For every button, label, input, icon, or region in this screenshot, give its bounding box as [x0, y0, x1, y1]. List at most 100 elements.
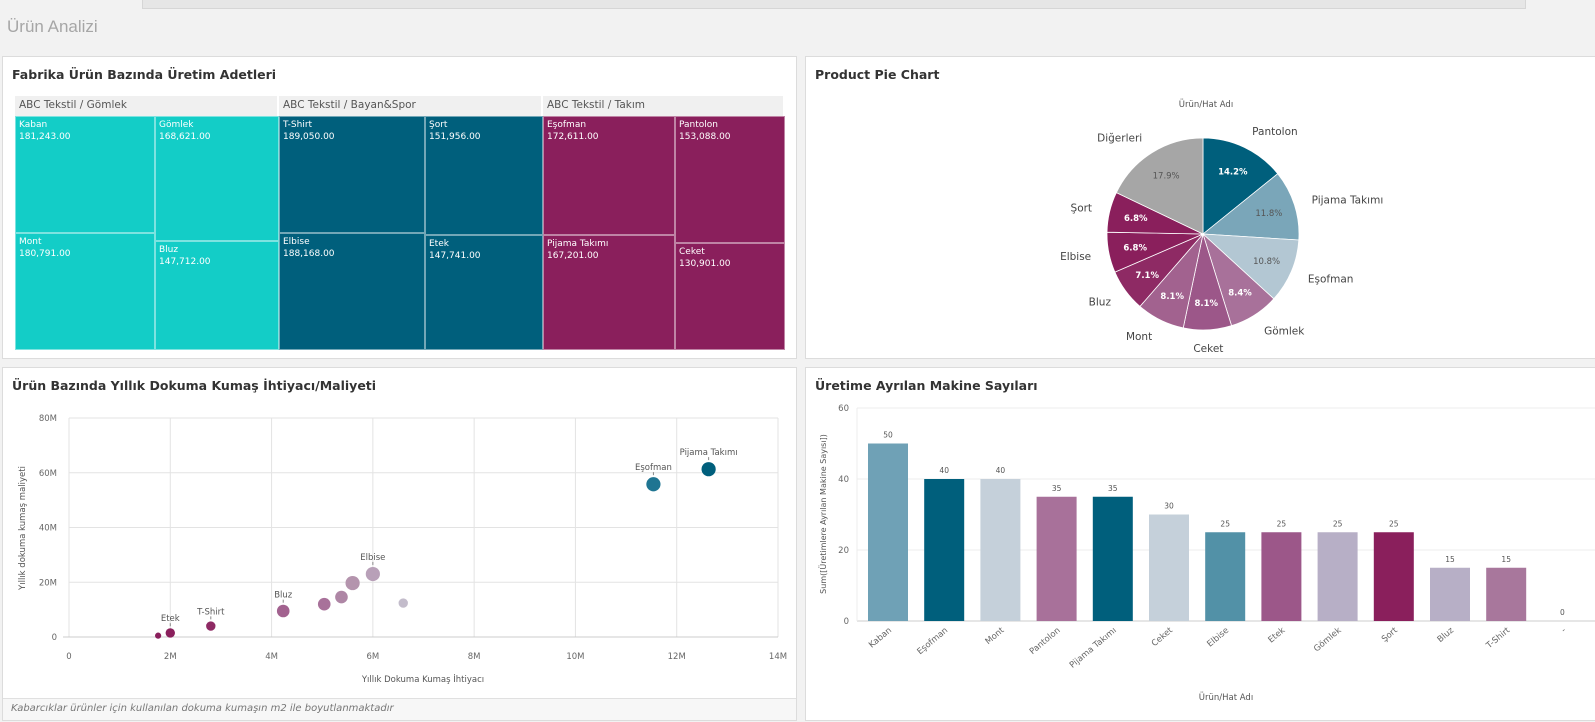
- treemap-group-header[interactable]: ABC Tekstil / Takım: [543, 96, 785, 116]
- treemap-cell-pijama-tak-m[interactable]: Pijama Takımı 167,201.00: [543, 235, 675, 350]
- scatter-y-tick: 80M: [39, 414, 57, 424]
- treemap-panel[interactable]: Fabrika Ürün Bazında Üretim Adetleri ABC…: [2, 56, 797, 359]
- bar-g-mlek[interactable]: [1317, 532, 1358, 621]
- scatter-x-tick: 6M: [366, 652, 379, 662]
- pie-slice-percent: 14.2%: [1218, 168, 1248, 178]
- scatter-y-tick: 40M: [39, 524, 57, 534]
- bar-e-ofman[interactable]: [924, 479, 965, 621]
- treemap-cell-etek[interactable]: Etek 147,741.00: [425, 235, 543, 350]
- scatter-point-pijama-tak-m[interactable]: [701, 462, 716, 477]
- bar-mont[interactable]: [980, 479, 1021, 621]
- bar-t-shirt[interactable]: [1486, 567, 1527, 621]
- bar-x-axis-label: Ürün/Hat Adı: [1199, 692, 1253, 703]
- treemap-cell-g-mlek[interactable]: Gömlek 168,621.00: [155, 116, 279, 241]
- scatter-point-unlabeled[interactable]: [345, 575, 360, 591]
- scatter-panel[interactable]: Ürün Bazında Yıllık Dokuma Kumaş İhtiyac…: [2, 367, 797, 721]
- treemap-cell-value: 147,741.00: [429, 251, 481, 261]
- treemap-cell-value: 151,956.00: [429, 132, 481, 142]
- pie-slice-label: Şort: [1071, 203, 1093, 215]
- scatter-point-elbise[interactable]: [365, 566, 380, 582]
- pie-slice-label: Diğerleri: [1097, 133, 1142, 145]
- treemap-group-header[interactable]: ABC Tekstil / Bayan&Spor: [279, 96, 543, 116]
- scatter-x-tick: 10M: [566, 652, 584, 662]
- pie-chart: Ürün/Hat Adı 14.2% Pantolon 11.8% Pijama Ta…: [1060, 99, 1384, 355]
- treemap-cell-t-shirt[interactable]: T-Shirt 189,050.00: [279, 116, 425, 233]
- sheet-title: Ürün Analizi: [7, 17, 98, 36]
- bar-panel[interactable]: Üretime Ayrılan Makine Sayıları 0 20 40 60 5…: [805, 367, 1595, 721]
- bar-category-label: Etek: [1266, 626, 1287, 646]
- scatter-point-etek[interactable]: [165, 628, 175, 638]
- pie-slice-label: Mont: [1126, 331, 1152, 343]
- treemap-cell-label: Mont: [19, 237, 42, 247]
- bar-etek[interactable]: [1261, 532, 1302, 621]
- pie-slice-percent: 8.1%: [1194, 299, 1218, 309]
- pie-slice-di-erleri[interactable]: [1115, 137, 1204, 235]
- treemap-cell-e-ofman[interactable]: Eşofman 172,611.00: [543, 116, 675, 235]
- treemap-cell-ceket[interactable]: Ceket 130,901.00: [675, 243, 785, 350]
- treemap-cell-label: T-Shirt: [283, 120, 313, 130]
- scatter-x-tick: 8M: [468, 652, 481, 662]
- treemap-cell-value: 188,168.00: [283, 249, 335, 259]
- pie-slice-label: Pijama Takımı: [1312, 194, 1384, 206]
- bar-kaban[interactable]: [868, 443, 908, 622]
- treemap-cell-value: 189,050.00: [283, 132, 335, 142]
- pie-slice-percent: 8.4%: [1228, 288, 1252, 298]
- scatter-point-unlabeled[interactable]: [398, 598, 408, 608]
- treemap-group-header[interactable]: ABC Tekstil / Gömlek: [15, 96, 279, 116]
- bar-category-label: Mont: [984, 625, 1007, 647]
- treemap-cell-bluz[interactable]: Bluz 147,712.00: [155, 241, 279, 350]
- bar-y-axis-label: Sum([Üretimlere Ayrılan Makine Sayısı]): [818, 434, 828, 594]
- scatter-point-bluz[interactable]: [276, 604, 290, 618]
- treemap-cell-label: Elbise: [283, 237, 310, 247]
- scatter-point-t-shirt[interactable]: [206, 621, 216, 631]
- treemap-cell-label: Gömlek: [159, 120, 194, 130]
- bar-pijama-tak-m[interactable]: [1092, 496, 1133, 621]
- bar-category-label: Kaban: [867, 626, 894, 651]
- bar-pantolon[interactable]: [1036, 496, 1077, 621]
- bar-value-label: 25: [1333, 519, 1343, 528]
- scatter-point-unlabeled[interactable]: [155, 632, 162, 639]
- bar-value-label: 40: [939, 466, 949, 475]
- scatter-point-label: Bluz: [274, 591, 293, 601]
- treemap-cell-value: 167,201.00: [547, 251, 599, 261]
- scatter-point-unlabeled[interactable]: [335, 590, 348, 604]
- treemap-cell-value: 153,088.00: [679, 132, 731, 142]
- scatter-point-label: T-Shirt: [196, 607, 225, 617]
- treemap-cell-mont[interactable]: Mont 180,791.00: [15, 233, 155, 350]
- bar-category-label: Gömlek: [1312, 626, 1343, 655]
- bar-category-label: Pijama Takımı: [1068, 626, 1119, 671]
- pie-slice-label: Pantolon: [1252, 126, 1298, 138]
- treemap-cell-label: Etek: [429, 239, 449, 249]
- treemap-cell-elbise[interactable]: Elbise 188,168.00: [279, 233, 425, 350]
- bar-category-label: Elbise: [1205, 626, 1231, 650]
- toolbar-tab-right[interactable]: [1525, 0, 1595, 9]
- bar-category-label: Pantolon: [1028, 626, 1063, 657]
- pie-panel[interactable]: Product Pie Chart Ürün/Hat Adı 14.2% Pant…: [805, 56, 1595, 359]
- treemap-cell-pantolon[interactable]: Pantolon 153,088.00: [675, 116, 785, 243]
- treemap-cell-ort[interactable]: Şort 151,956.00: [425, 116, 543, 235]
- bar-elbise[interactable]: [1205, 532, 1246, 621]
- scatter-x-tick: 12M: [668, 652, 686, 662]
- pie-slice-pijama-tak-m[interactable]: [1201, 173, 1300, 241]
- bar-category-label: Şort: [1380, 625, 1400, 644]
- treemap-cell-label: Pijama Takımı: [547, 239, 609, 249]
- toolbar-tab-left[interactable]: [0, 0, 143, 9]
- treemap-cell-value: 168,621.00: [159, 132, 211, 142]
- bar-bluz[interactable]: [1430, 567, 1470, 621]
- bar-value-label: 30: [1164, 502, 1174, 511]
- bar-ort[interactable]: [1373, 532, 1414, 621]
- pie-slice-pantolon[interactable]: [1202, 137, 1279, 235]
- treemap-title: Fabrika Ürün Bazında Üretim Adetleri: [12, 67, 277, 82]
- treemap-cell-kaban[interactable]: Kaban 181,243.00: [15, 116, 155, 233]
- treemap-cell-value: 172,611.00: [547, 132, 599, 142]
- scatter-point-unlabeled[interactable]: [317, 597, 331, 611]
- bar-ceket[interactable]: [1149, 514, 1189, 622]
- treemap-cell-label: Eşofman: [547, 120, 587, 130]
- scatter-point-e-ofman[interactable]: [646, 477, 661, 492]
- scatter-y-tick: 0: [52, 633, 57, 643]
- pie-slice-percent: 8.1%: [1160, 292, 1184, 302]
- scatter-y-axis-label: Yıllık dokuma kumaş maliyeti: [18, 466, 28, 591]
- bar-value-label: 15: [1445, 555, 1455, 564]
- treemap-cell-label: Şort: [429, 120, 448, 130]
- bar-value-label: 35: [1108, 484, 1118, 493]
